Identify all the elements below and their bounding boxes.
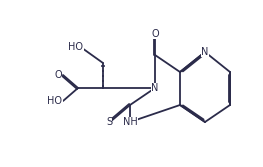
- Text: O: O: [151, 29, 159, 39]
- Text: HO: HO: [68, 42, 83, 52]
- Text: O: O: [54, 70, 62, 80]
- Text: NH: NH: [123, 117, 137, 127]
- Text: N: N: [151, 83, 159, 93]
- Text: S: S: [106, 117, 112, 127]
- Text: HO: HO: [48, 96, 63, 106]
- Text: N: N: [201, 47, 209, 57]
